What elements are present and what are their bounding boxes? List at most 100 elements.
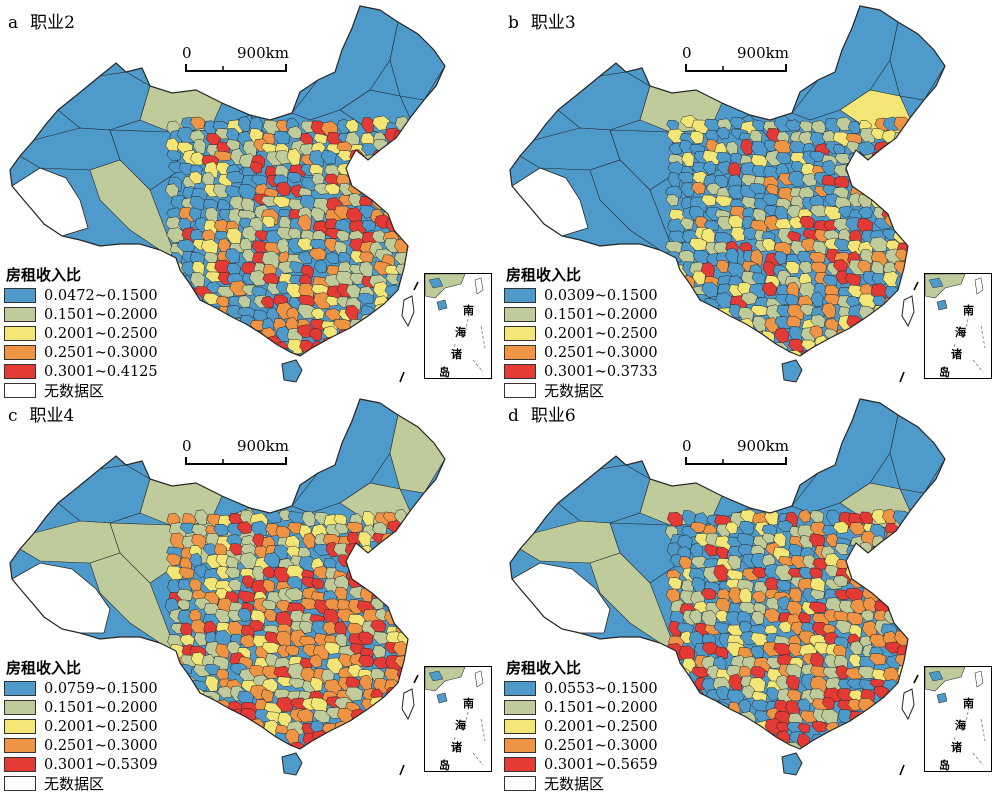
legend-range-label: 0.2001~0.2500 xyxy=(44,718,158,735)
prefecture-cell xyxy=(763,350,777,356)
prefecture-cell xyxy=(896,601,910,619)
prefecture-cell xyxy=(715,598,731,613)
prefecture-cell xyxy=(884,752,901,767)
prefecture-cell xyxy=(393,139,410,156)
prefecture-cell xyxy=(750,666,766,679)
legend-range-label: 0.1501~0.2000 xyxy=(544,306,658,323)
prefecture-cell xyxy=(408,601,425,614)
prefecture-cell xyxy=(763,608,780,623)
prefecture-cell xyxy=(398,676,415,690)
legend-swatch xyxy=(4,700,36,715)
legend-swatch xyxy=(504,738,536,753)
prefecture-cell xyxy=(371,176,387,193)
scale-distance-label: 900km xyxy=(237,44,289,62)
prefecture-cell xyxy=(405,340,420,354)
prefecture-cell xyxy=(871,182,891,198)
prefecture-cell xyxy=(776,580,792,592)
prefecture-cell xyxy=(810,314,826,329)
prefecture-cell xyxy=(409,121,424,135)
prefecture-cell xyxy=(394,362,410,373)
prefecture-cell xyxy=(715,546,729,560)
inset-map xyxy=(925,274,986,373)
prefecture-cell xyxy=(188,171,203,185)
legend-swatch xyxy=(4,383,36,398)
prefecture-cell xyxy=(809,589,825,600)
prefecture-cell xyxy=(834,753,849,764)
prefecture-cell xyxy=(393,171,412,183)
inset-label-nan: 南 xyxy=(463,697,474,710)
legend-item: 0.3001~0.5309 xyxy=(4,755,194,774)
legend-item: 0.2501~0.3000 xyxy=(4,736,194,755)
prefecture-cell xyxy=(360,719,378,733)
prefecture-cell xyxy=(287,662,306,681)
scale-bar: 0 900km xyxy=(682,40,789,74)
prefecture-cell xyxy=(371,327,385,345)
prefecture-cell xyxy=(715,363,732,374)
legend-swatch xyxy=(4,345,36,360)
legend-range-label: 0.0553~0.1500 xyxy=(544,680,658,697)
prefecture-cell xyxy=(849,173,867,187)
prefecture-cell xyxy=(848,730,864,745)
prefecture-cell xyxy=(881,338,899,352)
prefecture-cell xyxy=(405,274,423,288)
prefecture-cell xyxy=(238,347,257,356)
prefecture-cell xyxy=(729,329,745,347)
prefecture-cell xyxy=(386,721,400,737)
prefecture-cell xyxy=(322,743,336,749)
prefecture-cell xyxy=(179,634,195,647)
prefecture-cell xyxy=(908,554,922,571)
prefecture-cell xyxy=(727,184,745,200)
prefecture-cell xyxy=(237,324,252,342)
panel-title: b 职业3 xyxy=(508,8,576,33)
prefecture-cell xyxy=(748,183,767,195)
prefecture-cell xyxy=(394,187,412,203)
prefecture-cell xyxy=(667,577,683,590)
prefecture-cell xyxy=(333,729,347,741)
prefecture-cell xyxy=(408,164,428,178)
prefecture-cell xyxy=(385,712,404,724)
prefecture-cell xyxy=(393,588,411,603)
prefecture-cell xyxy=(886,165,905,178)
prefecture-cell xyxy=(373,656,389,669)
prefecture-cell xyxy=(324,183,341,196)
prefecture-cell xyxy=(910,215,925,233)
prefecture-cell xyxy=(215,295,230,308)
prefecture-cell xyxy=(383,171,401,186)
prefecture-cell xyxy=(884,184,903,203)
prefecture-cell xyxy=(860,173,879,189)
prefecture-cell xyxy=(908,592,921,606)
prefecture-cell xyxy=(203,723,219,738)
prefecture-cell xyxy=(752,358,770,374)
prefecture-cell xyxy=(825,742,844,749)
prefecture-cell xyxy=(705,326,719,341)
prefecture-cell xyxy=(885,196,899,209)
prefecture-cell xyxy=(742,752,759,765)
prefecture-cell xyxy=(397,164,416,179)
prefecture-cell xyxy=(398,195,417,209)
south-china-sea-inset: 南海诸岛 xyxy=(924,273,992,379)
prefecture-cell xyxy=(277,261,295,274)
prefecture-cell xyxy=(409,537,422,550)
panel-letter: a xyxy=(8,13,19,33)
prefecture-cell xyxy=(239,634,256,648)
prefecture-cell xyxy=(749,336,765,351)
prefecture-cell xyxy=(348,192,362,207)
prefecture-cell xyxy=(861,318,878,333)
prefecture-cell xyxy=(386,542,402,556)
prefecture-cell xyxy=(907,602,923,614)
prefecture-cell xyxy=(254,360,270,371)
prefecture-cell xyxy=(728,673,743,691)
prefecture-cell xyxy=(859,564,877,580)
prefecture-cell xyxy=(248,340,265,353)
prefecture-cell xyxy=(335,230,350,242)
prefecture-cell xyxy=(861,163,879,179)
prefecture-cell xyxy=(311,351,325,356)
prefecture-cell xyxy=(678,250,696,264)
scale-bar: 0 900km xyxy=(182,40,289,74)
inset-label-zhu: 诸 xyxy=(951,348,962,361)
prefecture-cell xyxy=(250,350,269,356)
prefecture-cell xyxy=(680,182,696,198)
prefecture-cell xyxy=(273,130,291,145)
prefecture-cell xyxy=(835,665,849,680)
prefecture-cell xyxy=(810,665,828,678)
